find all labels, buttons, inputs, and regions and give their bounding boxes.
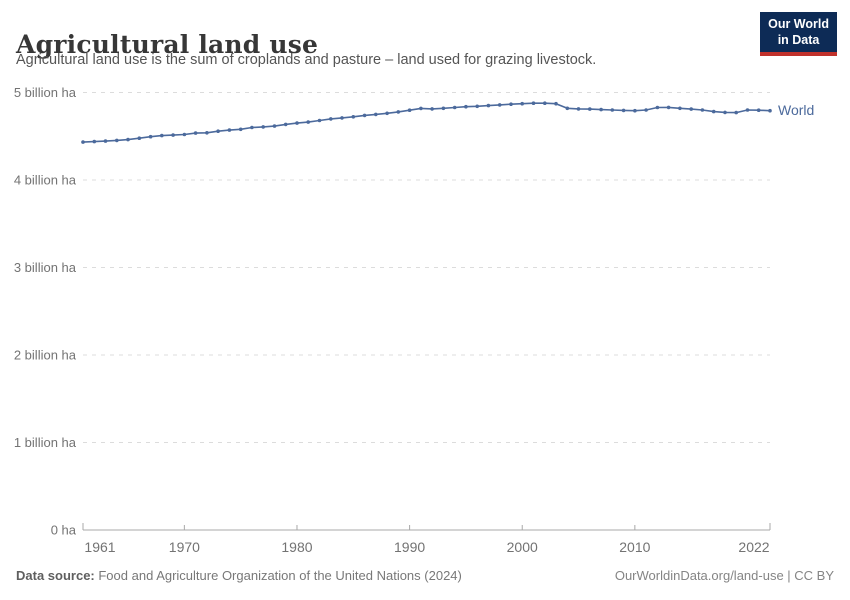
- data-point-marker[interactable]: [306, 120, 311, 124]
- data-point-marker[interactable]: [700, 108, 705, 112]
- x-axis-tick-label: 2010: [619, 539, 650, 555]
- data-point-marker[interactable]: [385, 111, 389, 116]
- data-point-marker[interactable]: [115, 138, 119, 143]
- data-point-marker[interactable]: [633, 108, 637, 113]
- data-point-marker[interactable]: [137, 136, 142, 140]
- series-end-label[interactable]: World: [778, 102, 814, 118]
- data-point-marker[interactable]: [317, 118, 322, 123]
- data-point-marker[interactable]: [441, 106, 446, 111]
- data-point-marker[interactable]: [666, 105, 671, 110]
- data-point-marker[interactable]: [509, 102, 513, 106]
- data-point-marker[interactable]: [452, 105, 457, 110]
- data-point-marker[interactable]: [81, 140, 85, 144]
- x-axis-tick-label: 1961: [84, 539, 115, 555]
- data-point-marker[interactable]: [531, 101, 536, 105]
- data-point-marker[interactable]: [464, 104, 468, 109]
- page-title: Agricultural land use: [16, 29, 319, 59]
- data-point-marker[interactable]: [351, 115, 356, 119]
- data-point-marker[interactable]: [497, 103, 502, 107]
- chart-subtitle: Agricultural land use is the sum of crop…: [16, 52, 597, 68]
- data-point-marker[interactable]: [576, 107, 581, 111]
- data-source-text: Food and Agriculture Organization of the…: [94, 568, 462, 583]
- data-point-marker[interactable]: [768, 108, 772, 113]
- data-point-marker[interactable]: [419, 106, 423, 111]
- data-point-marker[interactable]: [272, 124, 277, 128]
- data-point-marker[interactable]: [92, 139, 97, 144]
- data-point-marker[interactable]: [756, 108, 761, 112]
- data-point-marker[interactable]: [543, 101, 547, 105]
- owid-logo-line2: in Data: [777, 32, 820, 47]
- chart-footer: Data source: Food and Agriculture Organi…: [16, 568, 834, 583]
- data-point-marker[interactable]: [565, 106, 570, 111]
- data-point-marker[interactable]: [723, 110, 727, 115]
- data-point-marker[interactable]: [283, 122, 288, 127]
- data-point-marker[interactable]: [711, 109, 716, 114]
- data-point-marker[interactable]: [126, 137, 130, 142]
- data-point-marker[interactable]: [655, 105, 660, 110]
- x-axis-tick-label: 2022: [738, 539, 769, 555]
- x-axis-tick-label: 2000: [507, 539, 538, 555]
- data-point-marker[interactable]: [295, 121, 299, 125]
- data-source-label: Data source:: [16, 568, 95, 583]
- data-point-marker[interactable]: [103, 139, 108, 143]
- line-chart-canvas[interactable]: 0 ha 1 billion ha 2 billion ha 3 billion ha…: [0, 80, 850, 560]
- world-series-line[interactable]: [82, 102, 771, 143]
- y-axis-tick-label: 4 billion ha: [14, 173, 77, 188]
- data-point-marker[interactable]: [148, 134, 153, 139]
- x-axis-tick-label: 1970: [169, 539, 200, 555]
- data-point-marker[interactable]: [689, 107, 693, 111]
- data-point-marker[interactable]: [520, 101, 524, 106]
- data-point-marker[interactable]: [621, 108, 626, 113]
- data-point-marker[interactable]: [205, 131, 209, 135]
- data-point-marker[interactable]: [599, 107, 603, 112]
- data-point-marker[interactable]: [362, 113, 367, 118]
- data-point-marker[interactable]: [396, 110, 401, 114]
- owid-credit-link[interactable]: OurWorldinData.org/land-use | CC BY: [614, 568, 834, 583]
- data-point-marker[interactable]: [678, 106, 682, 111]
- data-point-marker[interactable]: [430, 107, 434, 111]
- data-point-marker[interactable]: [182, 132, 187, 137]
- data-point-marker[interactable]: [734, 110, 738, 115]
- owid-logo[interactable]: Our World in Data: [760, 12, 837, 56]
- data-point-marker[interactable]: [374, 112, 378, 117]
- y-axis-tick-label: 5 billion ha: [14, 85, 77, 100]
- data-point-marker[interactable]: [644, 108, 648, 112]
- data-point-marker[interactable]: [475, 104, 480, 109]
- y-axis-tick-label: 1 billion ha: [14, 435, 77, 450]
- data-point-marker[interactable]: [193, 131, 198, 135]
- data-point-marker[interactable]: [554, 101, 558, 106]
- data-point-marker[interactable]: [261, 125, 266, 129]
- owid-logo-line1: Our World: [768, 17, 829, 31]
- data-point-marker[interactable]: [486, 103, 491, 108]
- y-axis-tick-label: 0 ha: [51, 523, 77, 538]
- x-axis-tick-label: 1980: [281, 539, 312, 555]
- data-point-marker[interactable]: [216, 129, 220, 133]
- data-point-marker[interactable]: [238, 127, 243, 132]
- data-point-marker[interactable]: [588, 107, 592, 111]
- x-axis-tick-label: 1990: [394, 539, 425, 555]
- data-point-marker[interactable]: [160, 133, 164, 138]
- data-point-marker[interactable]: [407, 108, 412, 112]
- data-point-marker[interactable]: [250, 125, 254, 130]
- data-point-marker[interactable]: [340, 116, 344, 120]
- data-point-marker[interactable]: [745, 108, 750, 112]
- y-axis-tick-label: 3 billion ha: [14, 260, 77, 275]
- y-axis-tick-label: 2 billion ha: [14, 348, 77, 363]
- data-point-marker[interactable]: [227, 128, 232, 132]
- data-point-marker[interactable]: [610, 108, 615, 112]
- data-point-marker[interactable]: [329, 117, 333, 121]
- data-point-marker[interactable]: [171, 133, 175, 137]
